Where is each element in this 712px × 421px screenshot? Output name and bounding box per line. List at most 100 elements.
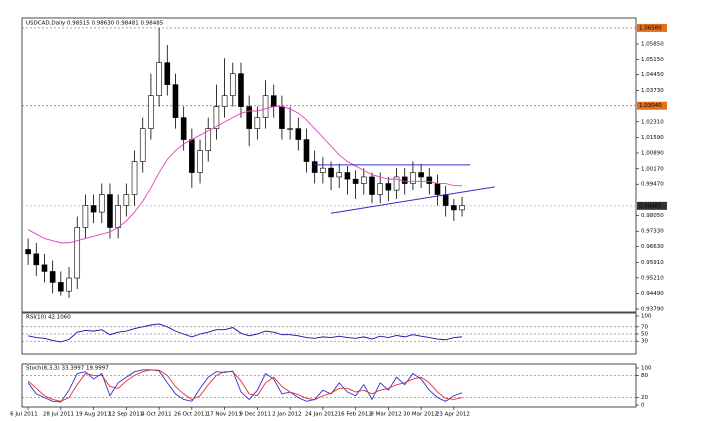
candle-body xyxy=(377,183,383,195)
candle-body xyxy=(41,264,48,272)
y-tick-label: 50 xyxy=(641,332,648,338)
candle-body xyxy=(442,194,449,206)
y-tick-label: 30 xyxy=(641,339,648,345)
y-tick-label: 1.05850 xyxy=(641,41,664,47)
indicator-line xyxy=(27,323,463,343)
x-tick-label: 19 Aug 2011 xyxy=(76,412,111,418)
y-tick-label: 70 xyxy=(641,324,648,330)
candle-body xyxy=(131,161,138,195)
candle-body xyxy=(418,172,424,178)
candle-body xyxy=(238,73,244,107)
candle-body xyxy=(459,205,465,211)
rsi-pane xyxy=(21,312,637,355)
candle-body xyxy=(164,62,171,85)
x-tick-label: 6 Jul 2011 xyxy=(10,412,38,418)
candle-body xyxy=(336,172,343,178)
y-tick-label: 0 xyxy=(641,403,645,409)
candle-body xyxy=(33,253,40,266)
indicator-line xyxy=(27,369,463,403)
candle-body xyxy=(254,117,261,129)
y-tick-label: 100 xyxy=(641,366,652,372)
x-tick-label: 17 Nov 2011 xyxy=(207,412,242,418)
candle-body xyxy=(303,139,310,162)
candle-body xyxy=(98,194,105,213)
candle-body xyxy=(246,106,252,129)
y-tick-label: 1.05150 xyxy=(641,57,664,63)
candle-body xyxy=(401,176,408,184)
y-tick-label: 0.93790 xyxy=(641,307,664,313)
price-marker xyxy=(637,101,667,110)
y-tick-label: 1.04450 xyxy=(641,72,664,78)
indicator-line xyxy=(27,369,463,402)
candle-body xyxy=(148,95,154,129)
x-tick-label: 30 Mar 2012 xyxy=(403,412,438,418)
candle-body xyxy=(90,205,97,213)
x-tick-label: 28 Jul 2011 xyxy=(43,412,74,418)
chart-title: USDCAD,Daily 0.98515 0.98630 0.98481 0.9… xyxy=(26,21,164,27)
y-tick-label: 1.01590 xyxy=(641,135,664,141)
price-marker xyxy=(637,201,667,210)
moving-average xyxy=(27,106,463,244)
candle-body xyxy=(156,62,162,96)
candle-body xyxy=(49,271,56,283)
candle-body xyxy=(393,176,400,191)
x-tick-label: 4 Oct 2011 xyxy=(141,412,172,418)
candle-body xyxy=(279,106,285,129)
candle-body xyxy=(311,161,318,173)
candle-body xyxy=(197,150,203,173)
y-tick-label: 0.95910 xyxy=(641,260,664,266)
candle-body xyxy=(180,117,187,140)
x-tick-label: 9 Dec 2011 xyxy=(239,412,271,418)
candle-body xyxy=(360,176,367,184)
candle-body xyxy=(410,172,416,184)
candle-body xyxy=(426,176,433,184)
price-marker-label: 1.03040 xyxy=(639,103,662,109)
y-tick-label: 0.97330 xyxy=(641,229,664,235)
candle-body xyxy=(295,128,302,140)
y-tick-label: 1.00170 xyxy=(641,166,664,172)
y-tick-label: 100 xyxy=(641,314,652,320)
candle-body xyxy=(213,106,220,129)
x-tick-label: 12 Sep 2011 xyxy=(108,412,143,418)
y-tick-label: 0.95210 xyxy=(641,275,664,281)
price-marker-label: 1.06580 xyxy=(639,25,662,31)
candle-body xyxy=(66,277,72,292)
candle-body xyxy=(74,227,81,279)
rsi-title: RSI(10) 42.1060 xyxy=(26,315,71,321)
y-tick-label: 0.96630 xyxy=(641,244,664,250)
x-tick-label: 23 Apr 2012 xyxy=(436,412,470,418)
candle-body xyxy=(25,249,31,255)
y-tick-label: 0.98050 xyxy=(641,213,664,219)
candle-body xyxy=(172,84,179,118)
candle-body xyxy=(287,128,293,130)
candle-body xyxy=(107,194,113,228)
candle-body xyxy=(328,167,334,178)
candle-body xyxy=(221,95,228,107)
y-tick-label: 1.03730 xyxy=(641,88,664,94)
x-tick-label: 2 Jan 2012 xyxy=(272,412,301,418)
candle-body xyxy=(123,194,130,206)
y-tick-label: 20 xyxy=(641,395,648,401)
trendline xyxy=(330,186,495,214)
candle-body xyxy=(189,139,195,173)
y-tick-label: 0.94490 xyxy=(641,291,664,297)
x-tick-label: 26 Oct 2011 xyxy=(174,412,208,418)
y-tick-label: 1.00890 xyxy=(641,150,664,156)
x-tick-label: 16 Feb 2012 xyxy=(338,412,372,418)
main-pane xyxy=(21,17,637,313)
candle-body xyxy=(385,183,392,191)
y-tick-label: 1.02310 xyxy=(641,119,664,125)
candle-body xyxy=(82,205,89,228)
candle-body xyxy=(344,172,351,180)
stoch-title: Stoch(8,3,3) 33.3997 19.9997 xyxy=(26,366,109,372)
candle-body xyxy=(352,178,359,184)
y-tick-label: 0.99470 xyxy=(641,182,664,188)
candle-body xyxy=(115,205,121,228)
candle-body xyxy=(262,95,269,118)
candle-body xyxy=(451,205,457,211)
candle-body xyxy=(205,128,212,151)
stoch-pane xyxy=(21,363,637,408)
candle-body xyxy=(320,167,326,173)
candle-body xyxy=(270,95,277,107)
